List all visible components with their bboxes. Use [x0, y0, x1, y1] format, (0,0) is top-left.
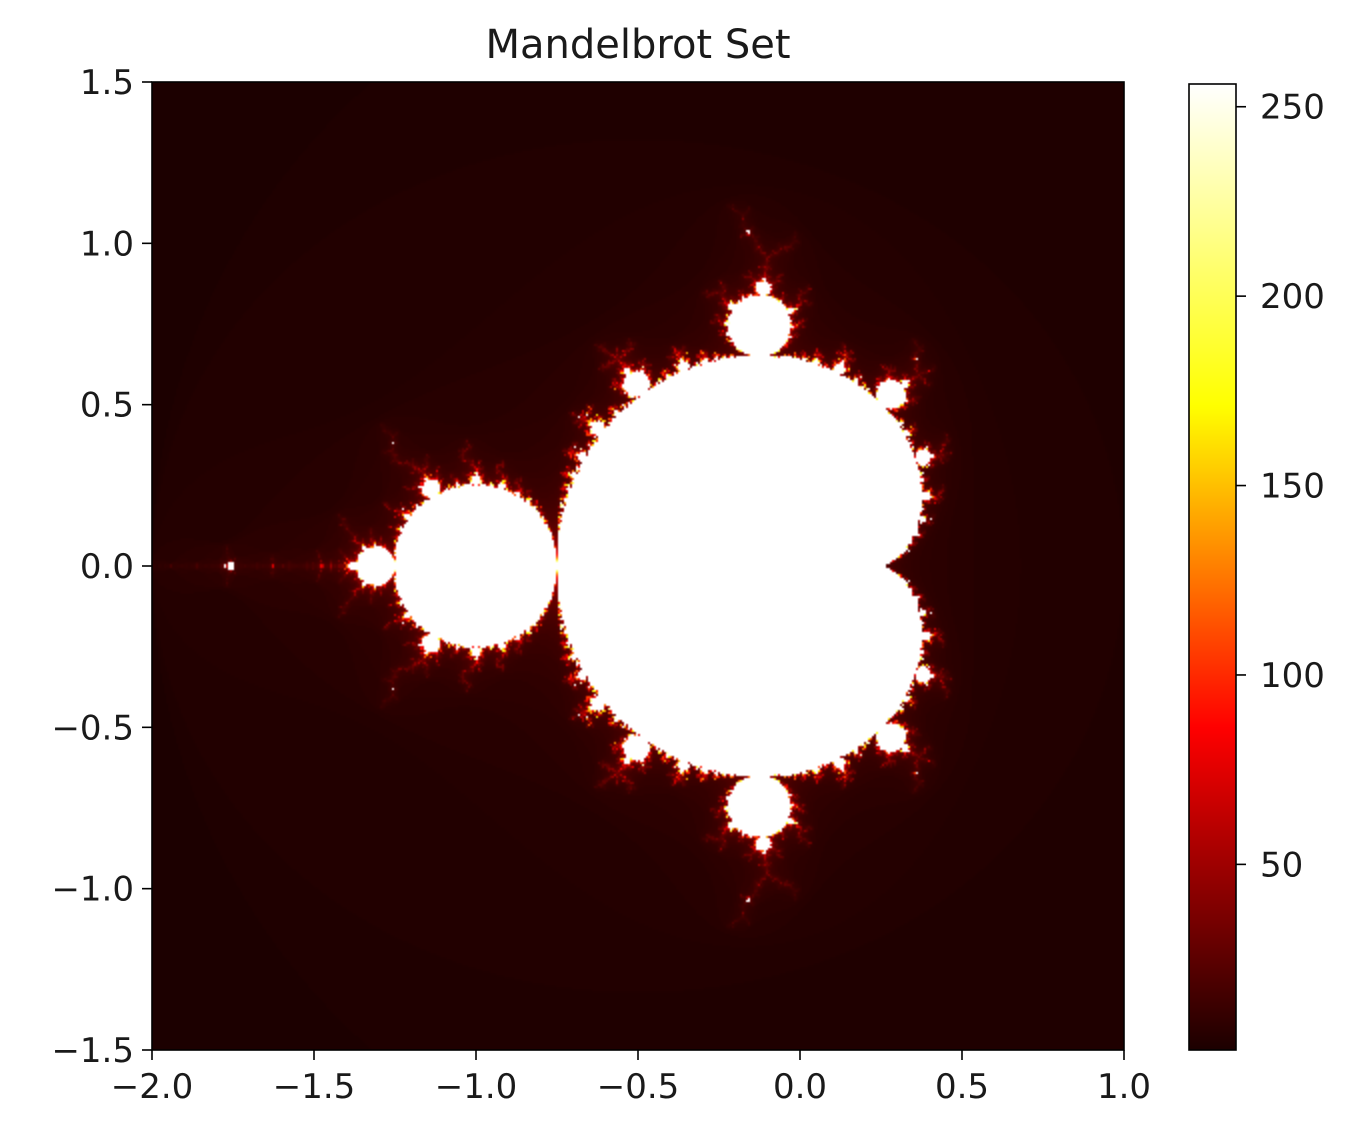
colorbar-tick-label: 200	[1260, 277, 1325, 317]
y-tick-label: 0.5	[80, 386, 134, 426]
colorbar-tick-label: 50	[1260, 845, 1303, 885]
colorbar-gradient	[1189, 84, 1236, 1050]
y-tick-label: −0.5	[51, 708, 134, 748]
y-tick-label: 1.5	[80, 63, 134, 103]
colorbar-tick-label: 250	[1260, 88, 1325, 128]
x-axis: −2.0 −1.5 −1.0 −0.5 0.0 0.5 1.0	[111, 1050, 1151, 1107]
x-tick-label: −0.5	[597, 1067, 680, 1107]
mandelbrot-heatmap	[152, 82, 1124, 1050]
x-tick-label: −2.0	[111, 1067, 194, 1107]
chart-title: Mandelbrot Set	[486, 22, 791, 68]
colorbar-tick-label: 150	[1260, 467, 1325, 507]
y-tick-label: 0.0	[80, 547, 134, 587]
x-tick-label: 1.0	[1097, 1067, 1151, 1107]
x-tick-label: −1.0	[435, 1067, 518, 1107]
colorbar-tick-label: 100	[1260, 656, 1325, 696]
y-tick-label: 1.0	[80, 224, 134, 264]
plot-border	[151, 81, 1125, 1051]
colorbar-border	[1188, 83, 1237, 1051]
y-tick-label: −1.5	[51, 1031, 134, 1071]
x-tick-label: −1.5	[273, 1067, 356, 1107]
x-tick-label: 0.5	[935, 1067, 989, 1107]
x-tick-label: 0.0	[773, 1067, 827, 1107]
y-axis: −1.5 −1.0 −0.5 0.0 0.5 1.0 1.5	[51, 63, 152, 1071]
y-tick-label: −1.0	[51, 870, 134, 910]
colorbar-axis: 50 100 150 200 250	[1236, 88, 1325, 885]
